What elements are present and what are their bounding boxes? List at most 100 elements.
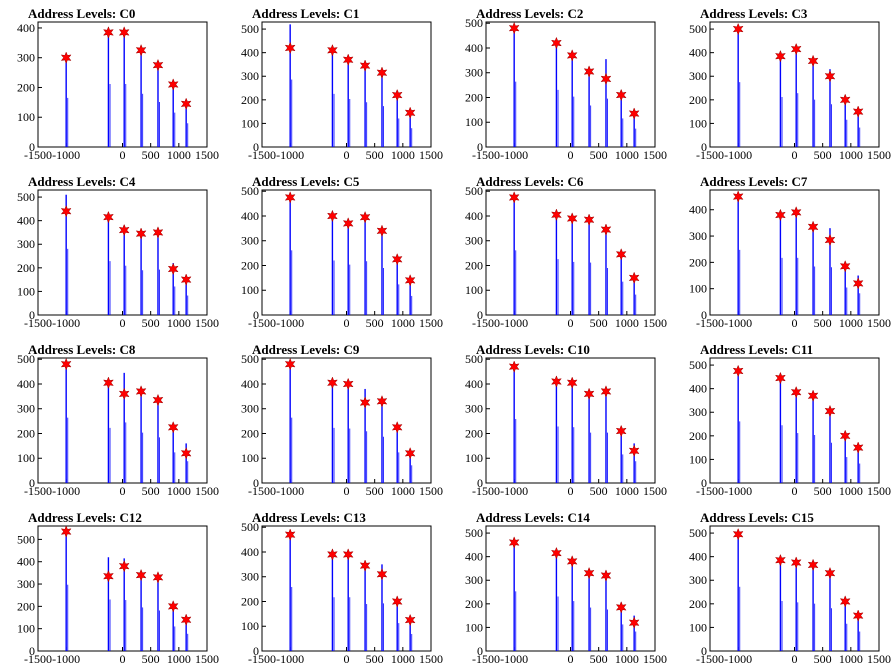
y-tick-label: 300 [241, 402, 259, 416]
y-tick-label: 300 [689, 69, 707, 83]
x-tick-label: 1500 [643, 316, 667, 330]
peak-star-marker [359, 210, 371, 224]
peak-star-marker [60, 525, 72, 538]
x-tick-label: -1000 [500, 316, 528, 330]
x-tick-label: 0 [120, 148, 126, 162]
y-tick-label: 200 [689, 429, 707, 443]
x-tick-label: -1500 [472, 652, 500, 666]
y-tick-label: 100 [17, 622, 35, 636]
y-tick-label: 400 [689, 203, 707, 217]
chart-panel: Address Levels: C11 0 100 200 300 400 500 -1500… [689, 342, 891, 498]
plot-frame [261, 21, 432, 148]
x-tick-label: -1500 [248, 148, 276, 162]
peak-star-marker [774, 208, 786, 222]
y-tick-label: 500 [689, 358, 707, 372]
chart-panel: Address Levels: C8 0 100 200 300 400 500 -1500-… [17, 342, 219, 498]
peak-star-marker [508, 360, 520, 373]
y-tick-label: 0 [477, 476, 483, 490]
x-tick-label: -1000 [724, 484, 752, 498]
peak-star-marker [508, 536, 520, 549]
plot-frame [37, 357, 208, 484]
peak-star-marker [167, 262, 179, 276]
y-tick-label: 0 [29, 140, 35, 154]
x-tick-label: 500 [590, 148, 608, 162]
y-tick-label: 400 [17, 555, 35, 569]
peak-star-marker [807, 389, 819, 403]
y-tick-label: 0 [477, 644, 483, 658]
y-tick-label: 500 [241, 520, 259, 534]
peak-star-marker [342, 217, 354, 230]
x-tick-label: 1000 [615, 316, 639, 330]
y-tick-label: 500 [465, 526, 483, 540]
y-tick-label: 100 [17, 110, 35, 124]
x-tick-label: 500 [814, 484, 832, 498]
peak-star-marker [550, 375, 562, 388]
peak-star-marker [391, 595, 403, 608]
x-tick-label: 1500 [643, 148, 667, 162]
x-tick-label: 1500 [867, 316, 891, 330]
x-tick-label: 500 [142, 484, 160, 498]
y-tick-label: 500 [241, 22, 259, 36]
y-tick-label: 0 [29, 644, 35, 658]
chart-panel: Address Levels: C4 0 100 200 300 400 500 -1500-… [17, 174, 219, 330]
y-tick-label: 400 [17, 377, 35, 391]
y-tick-label: 300 [241, 69, 259, 83]
peak-star-marker [732, 22, 744, 36]
peak-star-marker [628, 107, 640, 120]
peak-star-marker [180, 447, 192, 460]
peak-star-marker [807, 220, 819, 234]
y-tick-label: 100 [689, 282, 707, 296]
x-tick-label: 1500 [867, 484, 891, 498]
y-tick-label: 200 [465, 597, 483, 611]
peak-star-marker [839, 260, 851, 273]
peak-star-marker [326, 376, 338, 390]
peak-star-marker [566, 376, 578, 390]
peak-star-marker [600, 385, 612, 398]
x-tick-label: -1500 [248, 652, 276, 666]
x-tick-label: 1500 [419, 484, 443, 498]
y-tick-label: 0 [29, 308, 35, 322]
x-tick-label: 500 [590, 484, 608, 498]
x-tick-label: 0 [120, 316, 126, 330]
peak-star-marker [342, 548, 354, 561]
y-tick-label: 500 [17, 190, 35, 204]
y-tick-label: 100 [465, 283, 483, 297]
x-tick-label: 500 [814, 148, 832, 162]
peak-star-marker [615, 248, 627, 261]
peak-star-marker [732, 527, 744, 541]
y-tick-label: 100 [465, 620, 483, 634]
peak-star-marker [583, 566, 595, 580]
peak-star-marker [135, 568, 147, 582]
x-tick-label: -1000 [276, 484, 304, 498]
x-tick-label: 500 [142, 652, 160, 666]
x-tick-label: -1500 [472, 148, 500, 162]
chart-panel: Address Levels: C5 0 100 200 300 400 500 -1500-… [241, 174, 443, 330]
y-tick-label: 200 [241, 594, 259, 608]
peak-star-marker [774, 49, 786, 63]
y-tick-label: 300 [689, 573, 707, 587]
y-tick-label: 100 [689, 620, 707, 634]
peak-star-marker [404, 106, 416, 120]
peak-star-marker [376, 567, 388, 581]
peak-star-marker [732, 190, 744, 203]
peak-star-marker [566, 212, 578, 225]
x-tick-label: 0 [792, 484, 798, 498]
x-tick-label: 1500 [643, 652, 667, 666]
x-tick-label: -1000 [500, 148, 528, 162]
peak-star-marker [628, 271, 640, 285]
plot-frame [37, 525, 208, 652]
y-tick-label: 500 [689, 22, 707, 36]
peak-star-marker [824, 404, 836, 418]
peak-star-marker [118, 223, 130, 237]
y-tick-label: 300 [17, 237, 35, 251]
x-tick-label: -1500 [24, 652, 52, 666]
peak-star-marker [391, 88, 403, 102]
peak-star-marker [550, 546, 562, 560]
peak-star-marker [167, 421, 179, 434]
x-tick-label: -1500 [24, 148, 52, 162]
peak-star-marker [60, 51, 72, 64]
peak-star-marker [600, 72, 612, 86]
y-tick-label: 300 [465, 66, 483, 80]
y-tick-label: 100 [689, 452, 707, 466]
x-tick-label: -1500 [24, 484, 52, 498]
